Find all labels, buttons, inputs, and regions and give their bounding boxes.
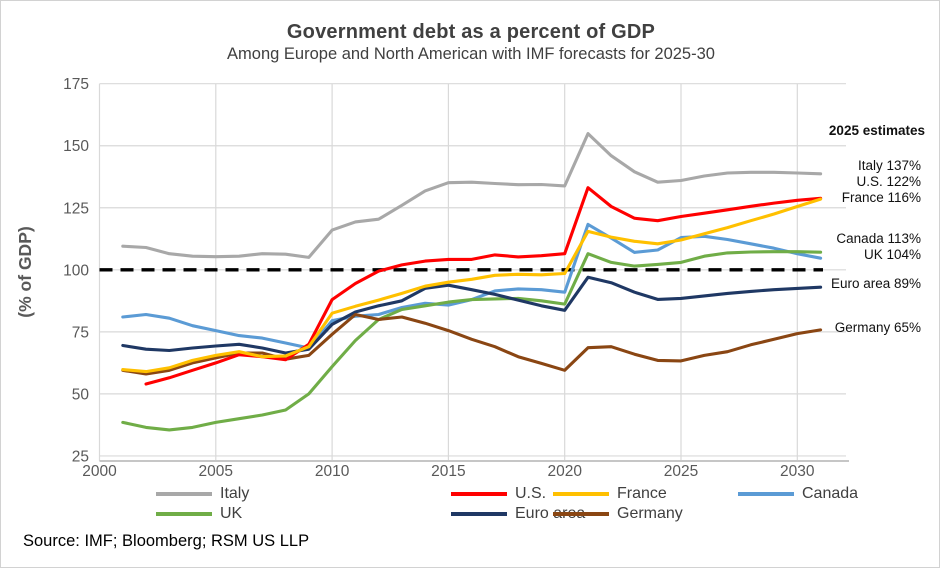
legend-label: Germany — [617, 505, 683, 522]
legend-swatch — [451, 492, 507, 496]
legend-label: Euro area — [515, 505, 586, 522]
annotation-france: France 116% — [841, 190, 921, 205]
legend-item-germany[interactable]: Germany — [553, 505, 683, 523]
y-tick-label: 75 — [72, 324, 89, 341]
y-tick-label: 125 — [63, 200, 89, 217]
series-line-france — [121, 197, 823, 374]
legend-swatch — [156, 492, 212, 496]
annotation-heading: 2025 estimates — [828, 123, 925, 138]
annotation-uk: UK 104% — [863, 247, 921, 262]
y-tick-label: 50 — [72, 386, 90, 403]
y-tick-label: 150 — [63, 138, 89, 155]
y-axis-title: (% of GDP) — [15, 226, 35, 317]
annotation-u.s.: U.S. 122% — [856, 174, 921, 189]
chart-title: Government debt as a percent of GDP — [286, 21, 656, 43]
chart-subtitle: Among Europe and North American with IMF… — [227, 45, 715, 63]
y-tick-label: 100 — [63, 262, 89, 279]
annotation-canada: Canada 113% — [836, 231, 921, 246]
series-lines — [121, 132, 823, 432]
x-tick-label: 2005 — [199, 463, 233, 480]
series-line-euro-area — [121, 275, 823, 355]
x-tick-label: 2010 — [315, 463, 350, 480]
legend-swatch — [156, 512, 212, 516]
legend-swatch — [553, 492, 609, 496]
legend-item-uk[interactable]: UK — [156, 505, 242, 523]
x-tick-label: 2000 — [82, 463, 117, 480]
series-line-canada — [121, 222, 823, 350]
annotation-euro: Euro area 89% — [830, 276, 921, 291]
legend-item-u-s-[interactable]: U.S. — [451, 485, 546, 503]
annotation-germany: Germany 65% — [834, 320, 921, 335]
y-tick-label: 175 — [63, 76, 89, 93]
legend-swatch — [451, 512, 507, 516]
x-tick-label: 2015 — [431, 463, 465, 480]
legend-swatch — [553, 512, 609, 516]
legend-label: Italy — [220, 485, 250, 502]
x-tick-label: 2030 — [780, 463, 815, 480]
source-note: Source: IMF; Bloomberg; RSM US LLP — [23, 532, 310, 550]
legend-swatch — [738, 492, 794, 496]
legend-label: France — [617, 485, 667, 502]
legend-label: UK — [220, 505, 243, 522]
annotation-italy: Italy 137% — [857, 158, 921, 173]
legend-item-france[interactable]: France — [553, 485, 667, 503]
legend-item-canada[interactable]: Canada — [738, 485, 858, 503]
legend-label: U.S. — [515, 485, 547, 502]
y-tick-label: 25 — [72, 448, 89, 465]
series-line-uk — [121, 250, 823, 432]
legend-label: Canada — [802, 485, 859, 502]
x-tick-label: 2025 — [664, 463, 698, 480]
series-line-italy — [121, 132, 823, 259]
x-tick-label: 2020 — [547, 463, 582, 480]
gridlines — [98, 83, 849, 462]
legend-item-italy[interactable]: Italy — [156, 485, 249, 503]
legend-item-euro-area[interactable]: Euro area — [451, 505, 585, 523]
